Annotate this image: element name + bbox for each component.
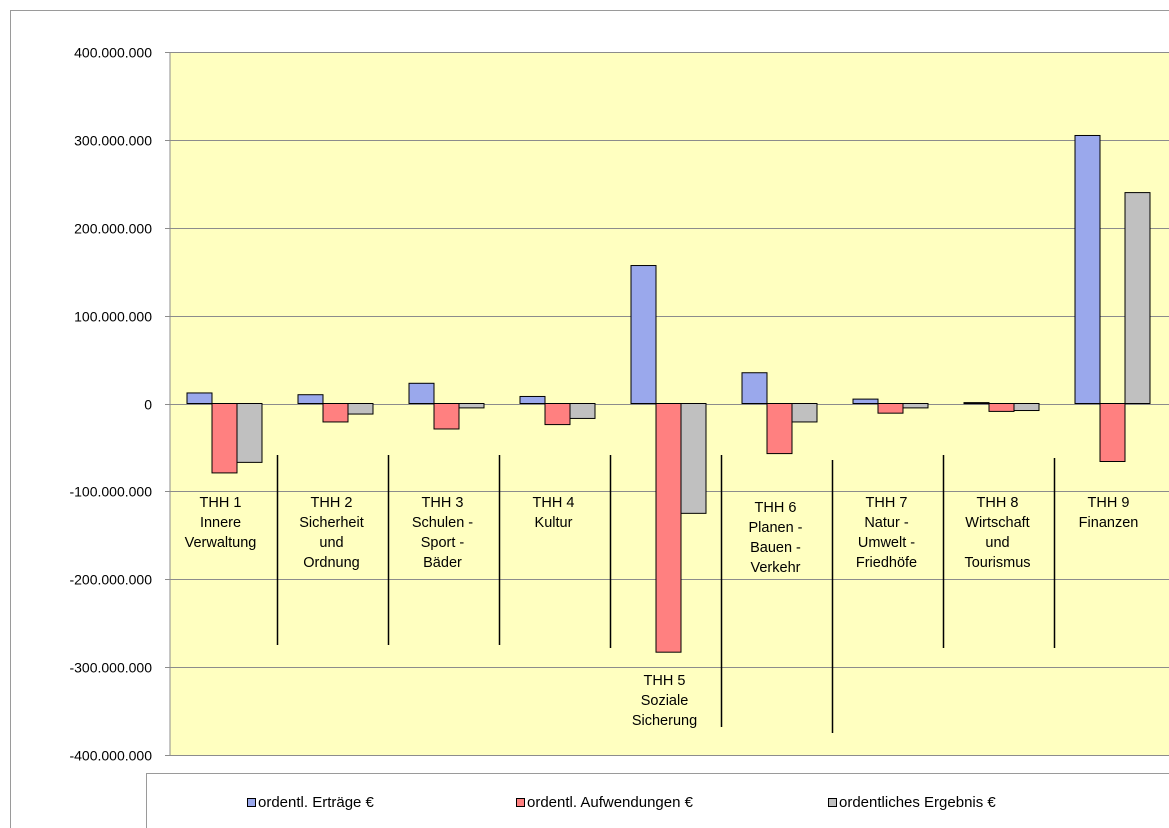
- category-label: THH 9: [1088, 495, 1130, 511]
- category-label: Schulen -: [412, 515, 473, 531]
- y-tick-label: 300.000.000: [74, 133, 152, 149]
- legend-item-aufwendungen: ordentl. Aufwendungen €: [516, 794, 693, 811]
- category-label: THH 3: [422, 495, 464, 511]
- legend-swatch-ergebnis: [828, 798, 837, 807]
- bar-ertraege: [186, 392, 213, 404]
- category-label: THH 5: [644, 673, 686, 689]
- bar-ergebnis: [1013, 403, 1040, 412]
- bar-aufwendungen: [544, 403, 571, 426]
- y-axis-ticks: 400.000.000 300.000.000 200.000.000 100.000…: [69, 45, 152, 764]
- category-separators: [276, 455, 1056, 733]
- legend-label-aufwendungen: ordentl. Aufwendungen €: [527, 794, 693, 811]
- category-label: Tourismus: [964, 555, 1030, 571]
- category-label: und: [985, 535, 1009, 551]
- y-tick-label: 100.000.000: [74, 309, 152, 325]
- category-label: Sport -: [421, 535, 465, 551]
- bars: [186, 134, 1151, 653]
- bar-ertraege: [1074, 134, 1101, 404]
- bar-aufwendungen: [322, 403, 349, 423]
- legend-item-ergebnis: ordentliches Ergebnis €: [828, 794, 996, 811]
- bar-ertraege: [297, 394, 324, 404]
- category-label: und: [319, 535, 343, 551]
- category-label: Sicherheit: [299, 515, 363, 531]
- legend: ordentl. Erträge € ordentl. Aufwendungen…: [146, 773, 1169, 828]
- bar-ergebnis: [791, 403, 818, 423]
- category-label: Natur -: [864, 515, 908, 531]
- bar-aufwendungen: [988, 403, 1015, 412]
- category-label: THH 6: [755, 500, 797, 516]
- legend-item-ertraege: ordentl. Erträge €: [247, 794, 374, 811]
- chart-frame: [10, 10, 1169, 828]
- category-label: Verwaltung: [185, 535, 257, 551]
- category-label: THH 1: [200, 495, 242, 511]
- bar-ergebnis: [680, 403, 707, 514]
- category-label: Verkehr: [751, 560, 801, 576]
- y-tick-label: 400.000.000: [74, 45, 152, 61]
- category-label: THH 4: [533, 495, 575, 511]
- bar-aufwendungen: [433, 403, 460, 430]
- bar-aufwendungen: [655, 403, 682, 653]
- bar-ergebnis: [458, 403, 485, 409]
- category-label: Kultur: [535, 515, 573, 531]
- y-tick-label: -300.000.000: [69, 660, 152, 676]
- category-label: Wirtschaft: [965, 515, 1029, 531]
- bar-ergebnis: [347, 403, 374, 415]
- category-labels: THH 1 Innere Verwaltung THH 2 Sicherheit und O…: [185, 495, 1139, 729]
- category-label: Soziale: [641, 693, 689, 709]
- bar-aufwendungen: [211, 403, 238, 474]
- category-label: THH 7: [866, 495, 908, 511]
- category-label: Planen -: [748, 520, 802, 536]
- bar-ertraege: [519, 395, 546, 405]
- legend-swatch-ertraege: [247, 798, 256, 807]
- category-label: THH 8: [977, 495, 1019, 511]
- category-label: Bauen -: [750, 540, 801, 556]
- bar-ertraege: [741, 372, 768, 404]
- bar-aufwendungen: [877, 403, 904, 414]
- category-label: Sicherung: [632, 713, 697, 729]
- category-label: Friedhöfe: [856, 555, 917, 571]
- y-tick-label: -400.000.000: [69, 748, 152, 764]
- category-label: Ordnung: [303, 555, 359, 571]
- category-label: Umwelt -: [858, 535, 915, 551]
- category-label: Bäder: [423, 555, 462, 571]
- category-label: Finanzen: [1079, 515, 1139, 531]
- category-label: THH 2: [311, 495, 353, 511]
- legend-label-ertraege: ordentl. Erträge €: [258, 794, 374, 811]
- y-tick-label: 0: [144, 397, 152, 413]
- category-label: Innere: [200, 515, 241, 531]
- bar-ertraege: [408, 382, 435, 405]
- bar-ertraege: [963, 402, 990, 405]
- y-tick-label: -200.000.000: [69, 572, 152, 588]
- bar-ertraege: [852, 398, 879, 405]
- bar-ergebnis: [1124, 192, 1151, 404]
- y-tick-label: 200.000.000: [74, 221, 152, 237]
- legend-swatch-aufwendungen: [516, 798, 525, 807]
- legend-label-ergebnis: ordentliches Ergebnis €: [839, 794, 996, 811]
- y-tick-label: -100.000.000: [69, 484, 152, 500]
- bar-aufwendungen: [766, 403, 793, 455]
- bar-ergebnis: [569, 403, 596, 419]
- bar-ergebnis: [236, 403, 263, 463]
- bar-ergebnis: [902, 403, 929, 409]
- bar-aufwendungen: [1099, 403, 1126, 462]
- bar-ertraege: [630, 265, 657, 404]
